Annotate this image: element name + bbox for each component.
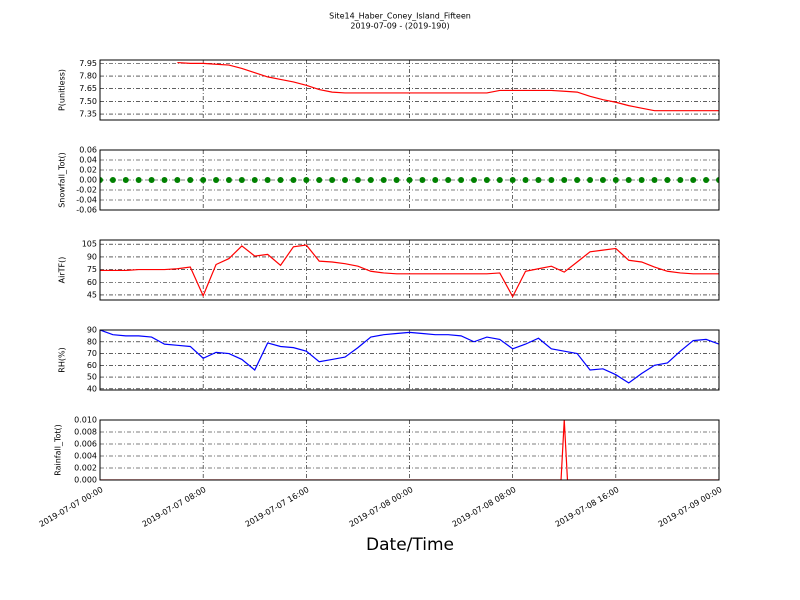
point [251, 177, 258, 183]
plot-frame [99, 419, 720, 481]
y-tick-label: 0.04 [79, 156, 97, 165]
chart-title: Site14_Haber_Coney_Island_Fifteen [329, 12, 471, 21]
y-axis-label: Snowfall_Tot() [58, 152, 67, 208]
point [690, 177, 697, 183]
point [225, 177, 232, 183]
y-tick-label: -0.06 [76, 206, 97, 215]
y-tick-label: 7.35 [79, 110, 97, 119]
point [122, 177, 129, 183]
point [509, 177, 516, 183]
y-tick-label: -0.04 [76, 196, 97, 205]
series-line [100, 330, 719, 384]
point [380, 177, 387, 183]
point [303, 177, 310, 183]
point [638, 177, 645, 183]
point [574, 177, 581, 183]
point [587, 177, 594, 183]
series-line [100, 244, 719, 298]
y-tick-label: 0.002 [74, 464, 97, 473]
plot-frame [99, 239, 720, 301]
point [213, 177, 220, 183]
y-tick-label: 90 [87, 252, 97, 261]
y-tick-label: 0.02 [79, 166, 97, 175]
y-tick-label: 60 [87, 278, 97, 287]
point [161, 177, 168, 183]
y-tick-label: 0.06 [79, 146, 97, 155]
y-tick-label: 0.010 [74, 416, 97, 425]
y-tick-label: 75 [87, 265, 97, 274]
y-tick-label: 0.00 [79, 176, 97, 185]
point [612, 177, 619, 183]
y-axis-label: Rainfall_Tot() [54, 424, 63, 476]
point [599, 177, 606, 183]
y-tick-label: 45 [87, 290, 97, 299]
point [432, 177, 439, 183]
y-tick-label: 105 [82, 240, 97, 249]
point [187, 177, 194, 183]
point [200, 177, 207, 183]
plot-frame [99, 329, 720, 391]
y-tick-label: 0.008 [74, 428, 97, 437]
series-line [177, 61, 719, 112]
point [703, 177, 710, 183]
point [496, 177, 503, 183]
point [458, 177, 465, 183]
point [651, 177, 658, 183]
y-tick-label: 70 [87, 349, 97, 358]
plot-frame [99, 59, 720, 121]
point [354, 177, 361, 183]
y-tick-label: 7.80 [79, 72, 97, 81]
y-tick-label: 80 [87, 337, 97, 346]
y-tick-label: 7.65 [79, 84, 97, 93]
point [625, 177, 632, 183]
point [548, 177, 555, 183]
y-tick-label: 0.000 [74, 476, 97, 485]
y-tick-label: -0.02 [76, 186, 97, 195]
y-tick-label: 7.95 [79, 59, 97, 68]
point [535, 177, 542, 183]
y-tick-label: 0.004 [74, 452, 97, 461]
point [445, 177, 452, 183]
point [329, 177, 336, 183]
point [277, 177, 284, 183]
point [470, 177, 477, 183]
y-tick-label: 40 [87, 384, 97, 393]
y-axis-label: AirTF() [58, 257, 67, 284]
plot-frame [99, 149, 720, 211]
point [148, 177, 155, 183]
point [109, 177, 116, 183]
point [677, 177, 684, 183]
point [264, 177, 271, 183]
point [316, 177, 323, 183]
point [561, 177, 568, 183]
point [522, 177, 529, 183]
point [342, 177, 349, 183]
y-axis-label: P(unitless) [58, 69, 67, 111]
point [483, 177, 490, 183]
y-tick-label: 7.50 [79, 97, 97, 106]
point [367, 177, 374, 183]
y-tick-label: 0.006 [74, 440, 97, 449]
y-axis-label: RH(%) [58, 347, 67, 372]
y-tick-label: 50 [87, 373, 97, 382]
y-tick-label: 60 [87, 361, 97, 370]
point [664, 177, 671, 183]
y-tick-label: 90 [87, 326, 97, 335]
chart-subtitle: 2019-07-09 - (2019-190) [350, 22, 449, 31]
point [406, 177, 413, 183]
point [716, 177, 719, 183]
x-axis-label: Date/Time [366, 535, 454, 555]
point [174, 177, 181, 183]
point [419, 177, 426, 183]
point [238, 177, 245, 183]
point [393, 177, 400, 183]
point [290, 177, 297, 183]
point [135, 177, 142, 183]
point [100, 177, 103, 183]
